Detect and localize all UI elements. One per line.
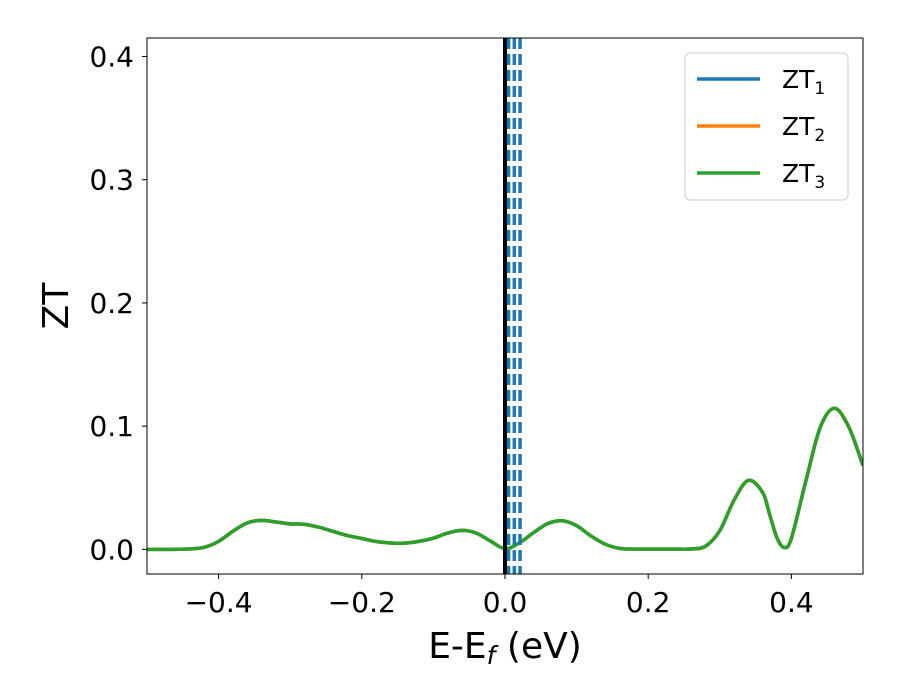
y-axis-title: ZT (36, 282, 77, 330)
series-line-zt3 (147, 406, 863, 552)
y-tick-label: 0.1 (89, 410, 134, 443)
plot-area (147, 38, 863, 574)
x-tick-label: 0.0 (483, 586, 528, 619)
y-tick-label: 0.3 (89, 164, 134, 197)
x-tick-label: 0.4 (769, 586, 814, 619)
y-tick-label: 0.2 (89, 287, 134, 320)
legend: ZT1 ZT2 ZT3 (684, 52, 849, 201)
x-tick-label: 0.2 (626, 586, 671, 619)
axis-ticks: −0.4 −0.2 0.0 0.2 0.4 0.0 0.1 0.2 0.3 0.4 (89, 40, 813, 619)
x-tick-label: −0.2 (328, 586, 396, 619)
x-tick-label: −0.4 (185, 586, 253, 619)
y-tick-label: 0.0 (89, 533, 134, 566)
legend-label-zt3: ZT3 (782, 159, 825, 193)
legend-label-zt1: ZT1 (782, 65, 825, 99)
x-axis-title: E-Ef (eV) (428, 626, 582, 670)
y-tick-label: 0.4 (89, 40, 134, 73)
legend-box (684, 52, 849, 201)
legend-label-zt2: ZT2 (782, 112, 825, 146)
